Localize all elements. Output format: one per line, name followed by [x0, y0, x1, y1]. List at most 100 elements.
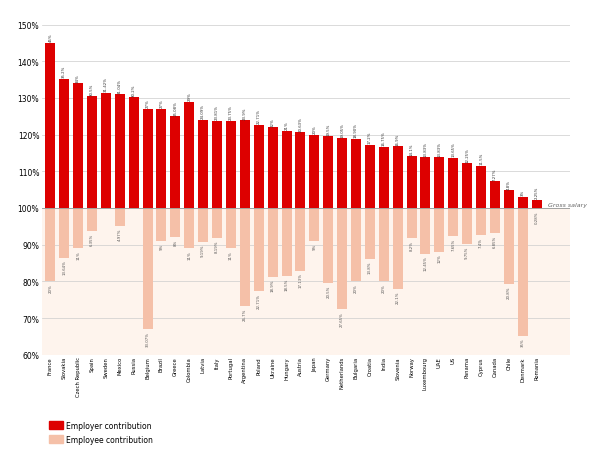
Bar: [143, 110, 152, 208]
Bar: [421, 158, 430, 208]
Text: 12.25%: 12.25%: [465, 147, 469, 162]
Text: 11.5%: 11.5%: [479, 152, 483, 165]
Text: 20.63%: 20.63%: [298, 116, 302, 131]
Text: 7.4%: 7.4%: [479, 237, 483, 247]
Text: 6.35%: 6.35%: [90, 233, 94, 245]
Legend: Employer contribution, Employee contribution: Employer contribution, Employee contribu…: [46, 418, 157, 447]
Text: 8.2%: 8.2%: [410, 240, 413, 250]
Text: 34%: 34%: [76, 74, 80, 83]
Text: 18.9%: 18.9%: [271, 279, 275, 292]
Bar: [59, 80, 69, 208]
Text: 27%: 27%: [160, 100, 163, 108]
Bar: [157, 110, 166, 208]
Text: 14.1%: 14.1%: [410, 143, 413, 156]
Bar: [448, 158, 458, 208]
Text: 6.85%: 6.85%: [493, 235, 497, 247]
Text: 18.5%: 18.5%: [284, 278, 289, 290]
Bar: [490, 208, 500, 233]
Text: 22.1%: 22.1%: [396, 291, 400, 303]
Bar: [504, 208, 514, 285]
Text: 13.8%: 13.8%: [368, 260, 372, 273]
Text: 35.2%: 35.2%: [62, 66, 66, 78]
Text: 8.19%: 8.19%: [215, 240, 219, 253]
Text: 9.19%: 9.19%: [201, 243, 205, 256]
Text: 16.75%: 16.75%: [382, 131, 386, 146]
Text: 13.83%: 13.83%: [424, 142, 427, 157]
Bar: [73, 84, 83, 208]
Bar: [170, 117, 181, 208]
Text: 20.8%: 20.8%: [507, 286, 511, 298]
Bar: [323, 137, 333, 208]
Bar: [129, 98, 139, 208]
Text: 20%: 20%: [49, 283, 52, 292]
Bar: [281, 208, 292, 276]
Bar: [393, 147, 403, 208]
Bar: [365, 208, 375, 259]
Text: 30.2%: 30.2%: [132, 84, 136, 96]
Text: 23.75%: 23.75%: [229, 105, 233, 120]
Bar: [365, 146, 375, 208]
Text: 2.25%: 2.25%: [535, 187, 539, 199]
Bar: [434, 158, 445, 208]
Text: 3%: 3%: [521, 190, 525, 196]
Text: 25.08%: 25.08%: [173, 101, 178, 115]
Text: 20%: 20%: [354, 283, 358, 292]
Bar: [407, 157, 416, 208]
Text: 4.97%: 4.97%: [118, 228, 122, 241]
Bar: [518, 208, 528, 337]
Text: 23.81%: 23.81%: [215, 105, 219, 120]
Text: 8%: 8%: [173, 239, 178, 246]
Bar: [310, 135, 319, 208]
Bar: [87, 208, 97, 232]
Bar: [184, 102, 194, 208]
Bar: [393, 208, 403, 289]
Bar: [268, 128, 278, 208]
Bar: [87, 97, 97, 208]
Text: 19.5%: 19.5%: [326, 123, 330, 136]
Bar: [254, 126, 264, 208]
Bar: [198, 120, 208, 208]
Text: 12.45%: 12.45%: [424, 256, 427, 270]
Text: 27%: 27%: [146, 100, 149, 108]
Bar: [462, 164, 472, 208]
Text: Gross salary: Gross salary: [548, 203, 587, 208]
Bar: [504, 191, 514, 208]
Bar: [240, 208, 250, 306]
Bar: [476, 167, 486, 208]
Bar: [295, 208, 305, 271]
Bar: [73, 208, 83, 249]
Bar: [184, 208, 194, 249]
Text: 22.71%: 22.71%: [257, 293, 261, 308]
Text: 22.71%: 22.71%: [257, 109, 261, 124]
Bar: [240, 121, 250, 208]
Bar: [101, 94, 111, 208]
Text: 20%: 20%: [382, 283, 386, 292]
Bar: [59, 208, 69, 258]
Text: 7.27%: 7.27%: [493, 168, 497, 181]
Text: 20%: 20%: [313, 125, 316, 134]
Text: 11%: 11%: [76, 250, 80, 259]
Text: 45%: 45%: [49, 34, 52, 42]
Bar: [295, 133, 305, 208]
Bar: [407, 208, 416, 238]
Text: 13.83%: 13.83%: [437, 142, 442, 157]
Bar: [532, 200, 542, 208]
Text: 11%: 11%: [187, 250, 191, 259]
Text: 23.9%: 23.9%: [243, 107, 247, 120]
Text: 18.90%: 18.90%: [354, 123, 358, 138]
Bar: [46, 208, 55, 282]
Text: 13.65%: 13.65%: [451, 142, 455, 157]
Bar: [212, 121, 222, 208]
Bar: [157, 208, 166, 242]
Text: 33.07%: 33.07%: [146, 331, 149, 346]
Bar: [532, 208, 542, 210]
Text: 22%: 22%: [271, 118, 275, 126]
Bar: [42, 208, 570, 355]
Text: 9%: 9%: [160, 243, 163, 249]
Bar: [448, 208, 458, 237]
Bar: [351, 208, 361, 282]
Text: 11%: 11%: [229, 250, 233, 259]
Text: 7.65%: 7.65%: [451, 238, 455, 250]
Bar: [476, 208, 486, 236]
Bar: [198, 208, 208, 242]
